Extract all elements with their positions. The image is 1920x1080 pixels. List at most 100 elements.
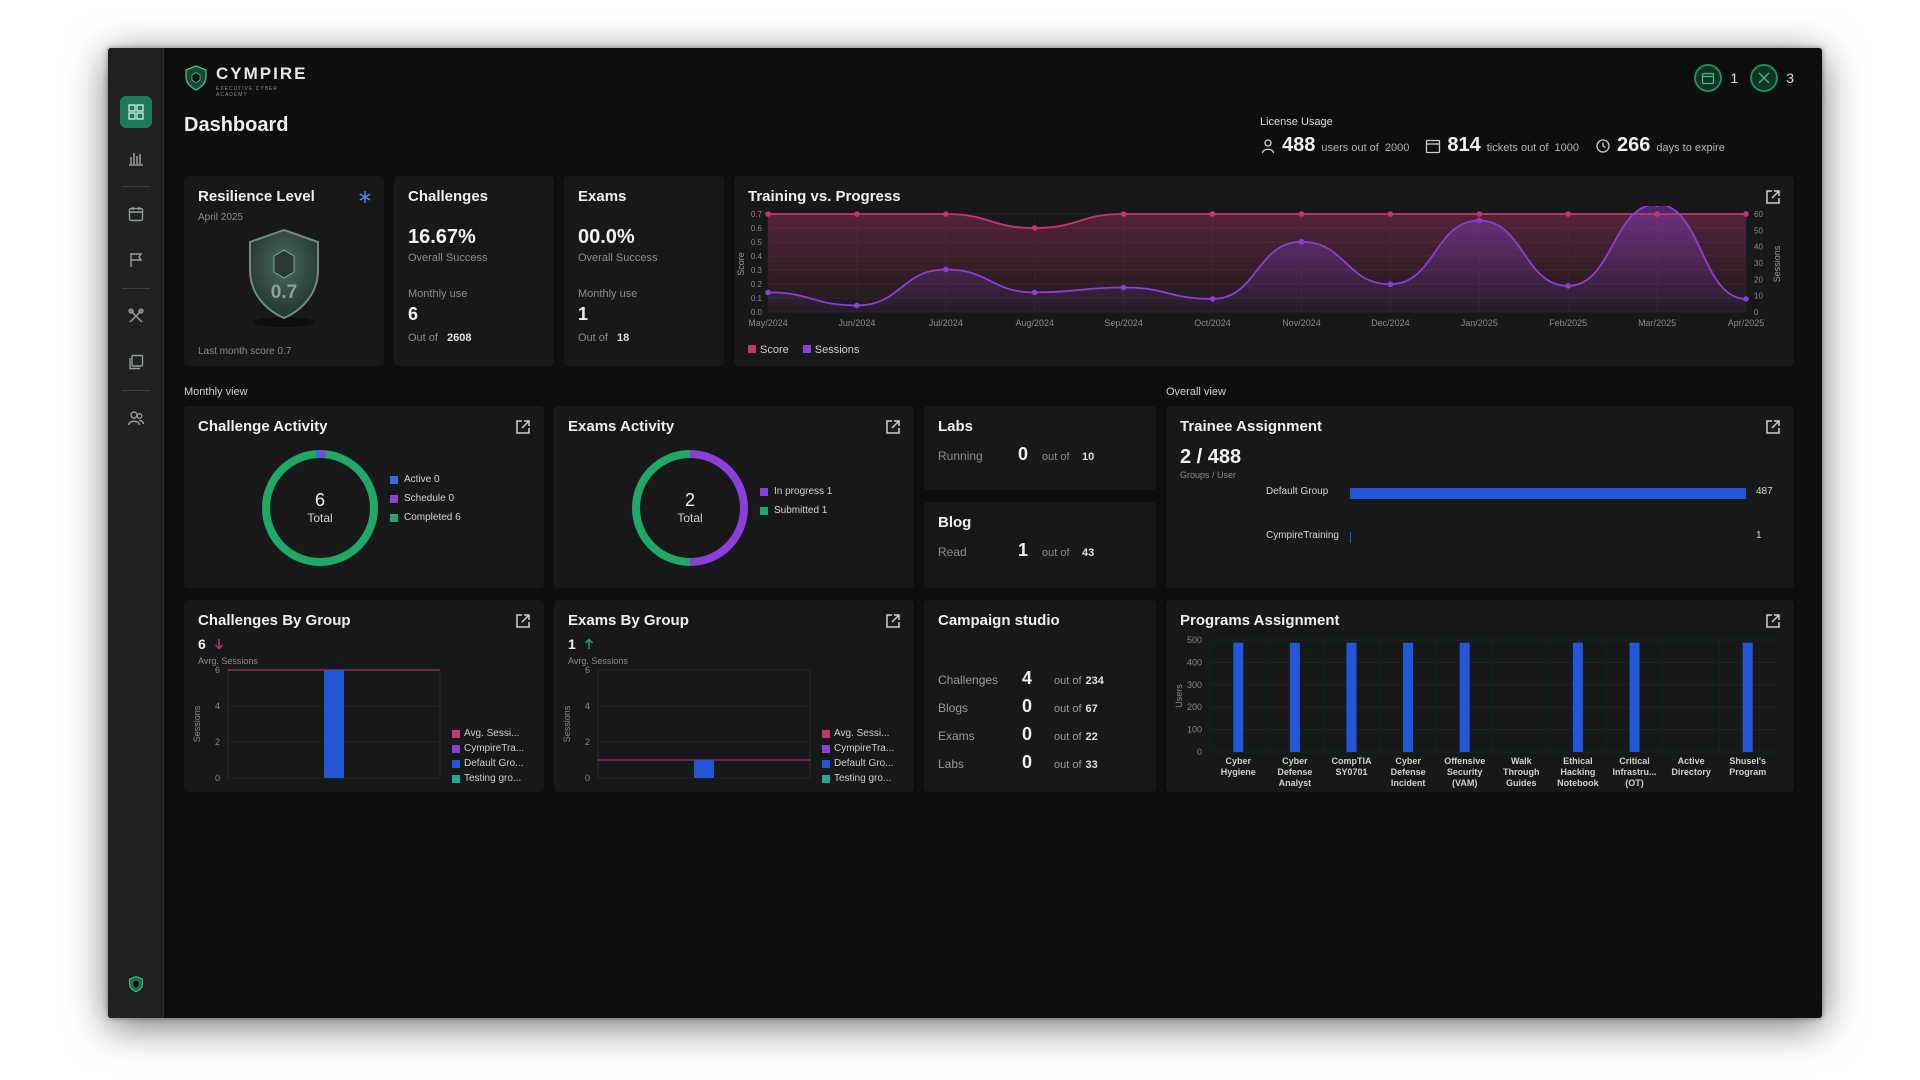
program-bar[interactable]	[1459, 642, 1470, 752]
score-point[interactable]	[1743, 211, 1749, 217]
external-link-icon[interactable]	[514, 612, 532, 630]
overall-view-label: Overall view	[1166, 386, 1226, 398]
sidebar-item-campaigns[interactable]	[120, 244, 152, 276]
score-point[interactable]	[1298, 211, 1305, 217]
sidebar-item-dashboard[interactable]	[120, 96, 152, 128]
external-link-icon[interactable]	[514, 418, 532, 436]
license-label: License Usage	[1260, 116, 1333, 128]
sessions-point[interactable]	[1120, 284, 1127, 291]
score-point[interactable]	[1387, 211, 1394, 217]
default-group-bar[interactable]	[324, 670, 344, 778]
brand-subtitle: EXECUTIVE CYBER ACADEMY	[216, 86, 278, 98]
program-bar[interactable]	[1403, 642, 1414, 752]
x-tick-label: Dec/2024	[1371, 318, 1410, 328]
score-point[interactable]	[765, 211, 771, 217]
x-tick-label: Aug/2024	[1015, 318, 1054, 328]
program-bar[interactable]	[1289, 642, 1300, 752]
exams-activity-card: Exams Activity 2 Total In progress 1 Sub…	[554, 406, 914, 588]
sessions-point[interactable]	[854, 302, 860, 309]
score-line[interactable]	[768, 213, 1746, 229]
trainee-bar-cympire[interactable]	[1350, 532, 1351, 543]
sessions-point[interactable]	[765, 289, 771, 296]
legend-submitted[interactable]: Submitted 1	[760, 505, 832, 516]
score-point[interactable]	[943, 211, 949, 217]
score-point[interactable]	[1476, 211, 1483, 217]
x-tick-label: Oct/2024	[1194, 318, 1231, 328]
donut-submitted[interactable]	[632, 450, 691, 566]
sessions-point[interactable]	[1298, 238, 1305, 245]
default-group-bar[interactable]	[694, 760, 714, 778]
sessions-point[interactable]	[1031, 289, 1038, 296]
score-point[interactable]	[1565, 211, 1571, 217]
program-bar[interactable]	[1346, 642, 1357, 752]
legend-default[interactable]: Default Gro...	[822, 756, 894, 771]
sessions-point[interactable]	[1654, 206, 1660, 207]
score-point[interactable]	[1120, 211, 1127, 217]
sessions-point[interactable]	[1743, 296, 1749, 302]
legend-cympire[interactable]: CympireTra...	[822, 741, 894, 756]
events-badge[interactable]: 1	[1694, 64, 1738, 92]
user-icon	[1261, 138, 1275, 153]
sidebar-item-tools[interactable]	[120, 300, 152, 332]
legend-cympire[interactable]: CympireTra...	[452, 741, 524, 756]
tools-badge[interactable]: 3	[1750, 64, 1794, 92]
sidebar-item-reports[interactable]	[120, 142, 152, 174]
challenges-percent-label: Overall Success	[408, 252, 488, 264]
sessions-point[interactable]	[943, 266, 949, 273]
external-link-icon[interactable]	[1764, 188, 1782, 206]
legend-active[interactable]: Active 0	[390, 474, 461, 485]
snowflake-icon[interactable]	[358, 190, 372, 204]
legend-schedule[interactable]: Schedule 0	[390, 493, 461, 504]
program-bar[interactable]	[1572, 642, 1583, 752]
external-link-icon[interactable]	[884, 612, 902, 630]
license-tickets: 814 tickets out of 1000	[1425, 134, 1579, 157]
campaign-studio-card: Campaign studio Challenges 4 out of 234 Blo…	[924, 600, 1156, 792]
external-link-icon[interactable]	[1764, 612, 1782, 630]
legend-avg[interactable]: Avg. Sessi...	[452, 726, 524, 741]
y-tick-label: 6	[585, 665, 590, 675]
legend-testing[interactable]: Testing gro...	[822, 771, 894, 786]
legend-score[interactable]: Score	[748, 344, 789, 356]
trainee-row-label: Default Group	[1266, 486, 1329, 497]
brand-logo[interactable]: CYMPIRE EXECUTIVE CYBER ACADEMY	[184, 64, 307, 98]
external-link-icon[interactable]	[884, 418, 902, 436]
x-tick-label: Program	[1729, 767, 1766, 777]
score-point[interactable]	[1654, 211, 1660, 217]
sessions-point[interactable]	[1209, 296, 1216, 302]
license-usage: License Usage 488 users out of 2000 814 …	[1260, 116, 1725, 157]
trainee-bar-default[interactable]	[1350, 488, 1746, 499]
legend-default[interactable]: Default Gro...	[452, 756, 524, 771]
sidebar-logo-icon[interactable]	[120, 968, 152, 1000]
sessions-point[interactable]	[1387, 281, 1394, 288]
x-tick-label: Infrastru...	[1612, 767, 1656, 777]
challenges-percent: 16.67%	[408, 226, 476, 248]
legend-avg[interactable]: Avg. Sessi...	[822, 726, 894, 741]
legend-sessions[interactable]: Sessions	[802, 344, 859, 356]
x-tick-label: Incident	[1391, 778, 1426, 788]
legend-in-progress[interactable]: In progress 1	[760, 486, 832, 497]
program-bar[interactable]	[1629, 642, 1640, 752]
x-tick-label: (VAM)	[1452, 778, 1477, 788]
y-tick-label: 0.4	[751, 252, 763, 261]
x-tick-label: Ethical	[1563, 756, 1593, 766]
donut-in-progress[interactable]	[689, 450, 748, 566]
external-link-icon[interactable]	[1764, 418, 1782, 436]
legend-completed[interactable]: Completed 6	[390, 512, 461, 523]
program-bar[interactable]	[1742, 642, 1753, 752]
page-title: Dashboard	[184, 114, 289, 136]
y-tick-label: 0.3	[751, 266, 763, 275]
blog-card: Blog Read 1 out of 43	[924, 502, 1156, 588]
sessions-point[interactable]	[1476, 217, 1483, 224]
program-bar[interactable]	[1233, 642, 1244, 752]
score-point[interactable]	[854, 211, 860, 217]
sidebar-item-library[interactable]	[120, 346, 152, 378]
x-tick-label: Cyber	[1226, 756, 1252, 766]
score-point[interactable]	[1209, 211, 1216, 217]
sessions-point[interactable]	[1565, 283, 1571, 289]
score-point[interactable]	[1031, 225, 1038, 231]
sidebar-item-users[interactable]	[120, 402, 152, 434]
x-tick-label: Walk	[1511, 756, 1533, 766]
sidebar-item-calendar[interactable]	[120, 198, 152, 230]
tools-icon	[128, 308, 144, 323]
legend-testing[interactable]: Testing gro...	[452, 771, 524, 786]
